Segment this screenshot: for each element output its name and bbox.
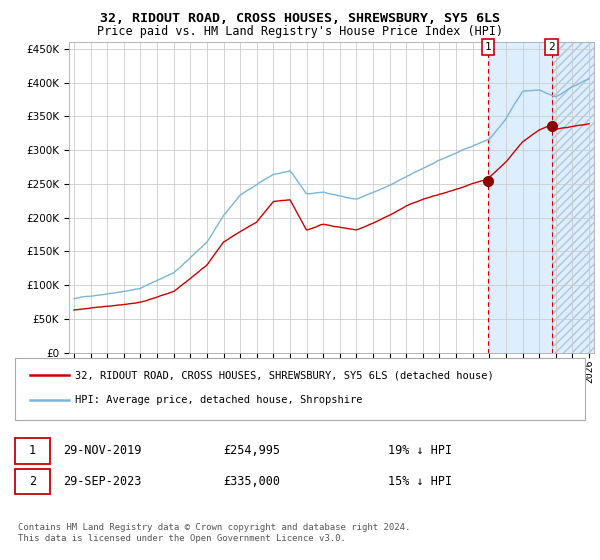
Text: 1: 1 xyxy=(484,42,491,52)
Text: 15% ↓ HPI: 15% ↓ HPI xyxy=(388,475,452,488)
Text: 32, RIDOUT ROAD, CROSS HOUSES, SHREWSBURY, SY5 6LS: 32, RIDOUT ROAD, CROSS HOUSES, SHREWSBUR… xyxy=(100,12,500,25)
Text: 29-SEP-2023: 29-SEP-2023 xyxy=(63,475,142,488)
Text: 2: 2 xyxy=(548,42,555,52)
Text: Price paid vs. HM Land Registry's House Price Index (HPI): Price paid vs. HM Land Registry's House … xyxy=(97,25,503,38)
Text: 29-NOV-2019: 29-NOV-2019 xyxy=(63,444,142,458)
Bar xyxy=(488,42,551,353)
Text: £335,000: £335,000 xyxy=(223,475,281,488)
Text: 32, RIDOUT ROAD, CROSS HOUSES, SHREWSBURY, SY5 6LS (detached house): 32, RIDOUT ROAD, CROSS HOUSES, SHREWSBUR… xyxy=(75,370,494,380)
Text: Contains HM Land Registry data © Crown copyright and database right 2024.: Contains HM Land Registry data © Crown c… xyxy=(18,523,410,532)
Text: 1: 1 xyxy=(29,444,36,458)
Text: £254,995: £254,995 xyxy=(223,444,281,458)
Text: This data is licensed under the Open Government Licence v3.0.: This data is licensed under the Open Gov… xyxy=(18,534,346,543)
Text: HPI: Average price, detached house, Shropshire: HPI: Average price, detached house, Shro… xyxy=(75,395,362,405)
Bar xyxy=(551,42,598,353)
Text: 2: 2 xyxy=(29,475,36,488)
Text: 19% ↓ HPI: 19% ↓ HPI xyxy=(388,444,452,458)
